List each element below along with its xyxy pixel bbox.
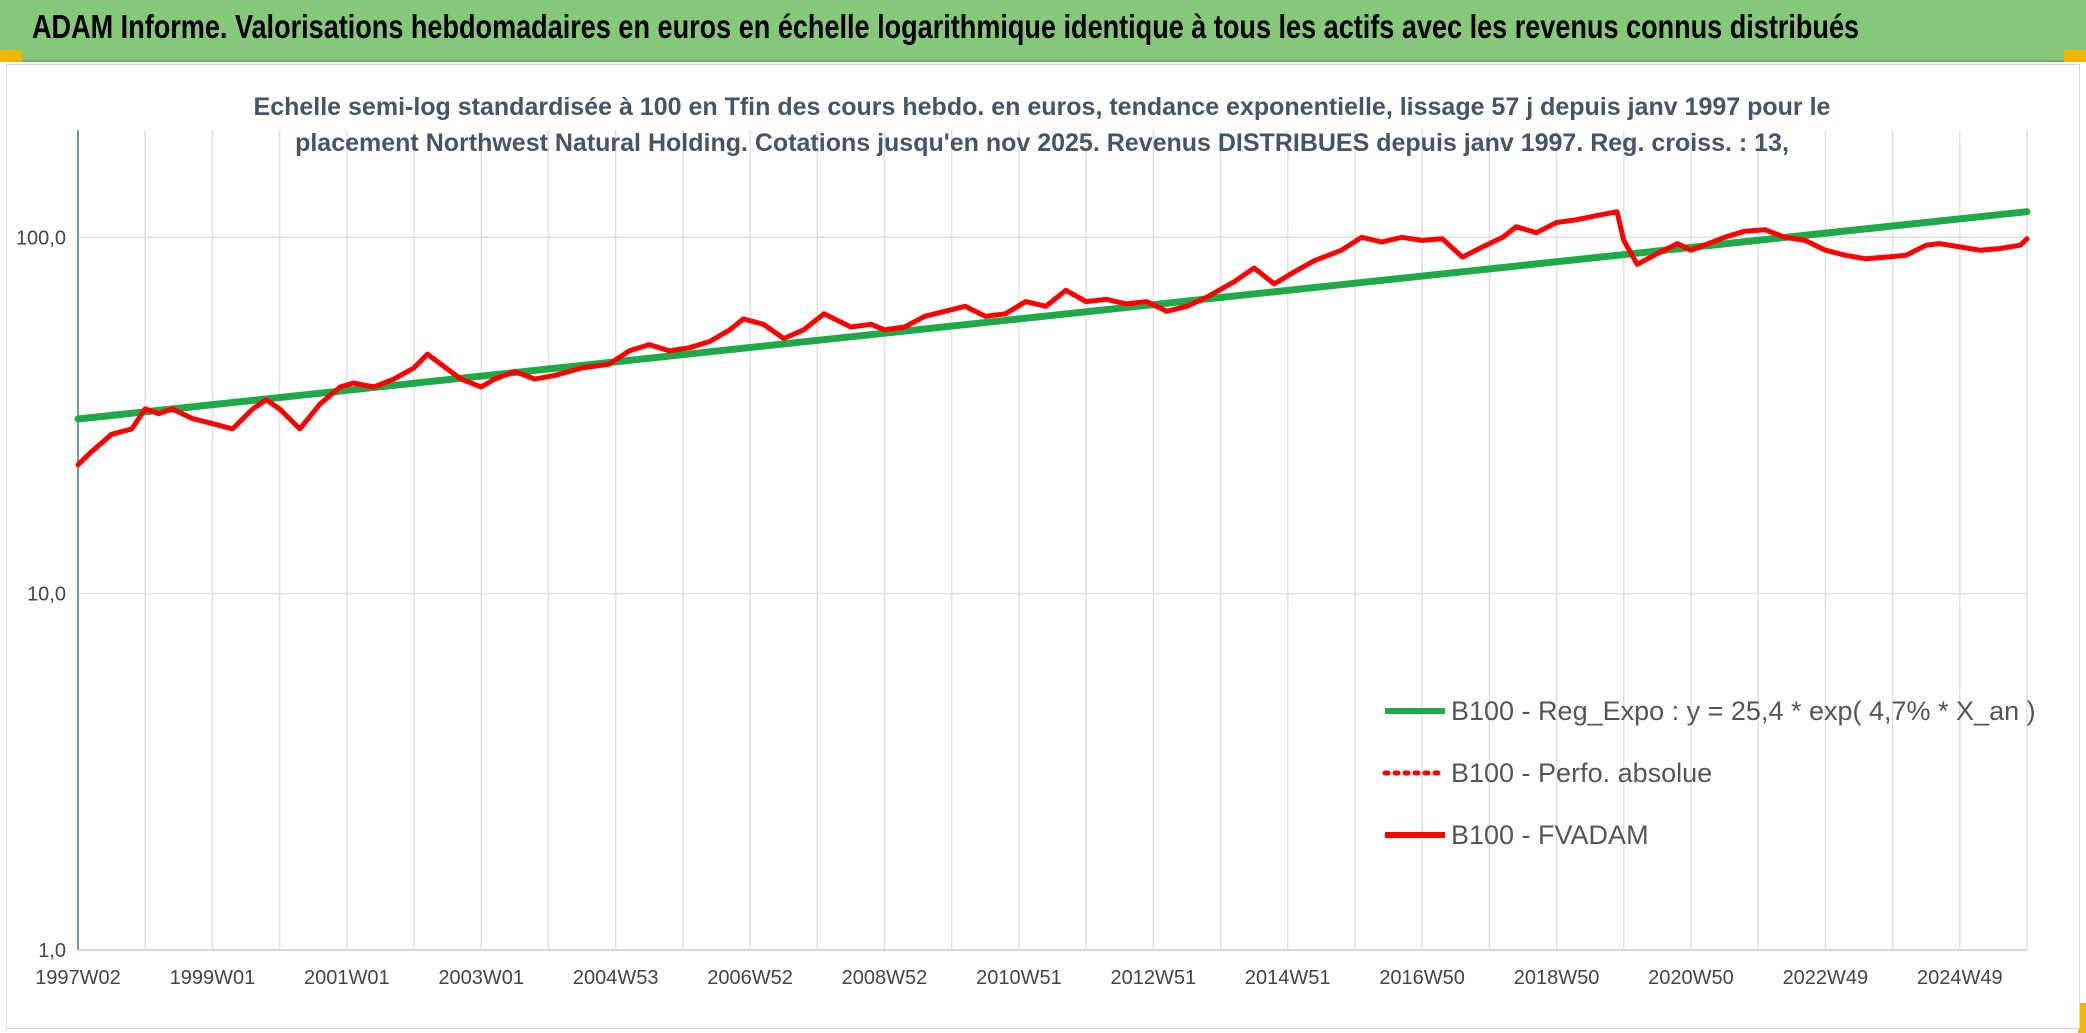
series bbox=[74, 208, 2031, 468]
legend-label-1: B100 - Perfo. absolue bbox=[1451, 758, 1712, 788]
x-tick-label: 2004W53 bbox=[573, 967, 659, 989]
y-tick-label: 10,0 bbox=[27, 584, 66, 606]
legend-label-0: B100 - Reg_Expo : y = 25,4 * exp( 4,7% *… bbox=[1451, 696, 2036, 726]
chart-frame: Echelle semi-log standardisée à 100 en T… bbox=[6, 64, 2080, 1029]
chart-subtitle-line-2: placement Northwest Natural Holding. Cot… bbox=[295, 129, 1789, 157]
x-tick-label: 2024W49 bbox=[1917, 967, 2003, 989]
x-tick-label: 2020W50 bbox=[1648, 967, 1734, 989]
chart-subtitle-line-1: Echelle semi-log standardisée à 100 en T… bbox=[254, 93, 1831, 121]
legend-label-2: B100 - FVADAM bbox=[1451, 820, 1649, 850]
x-tick-label: 2003W01 bbox=[438, 967, 524, 989]
x-tick-label: 2012W51 bbox=[1110, 967, 1196, 989]
x-tick-label: 2006W52 bbox=[707, 967, 793, 989]
x-tick-label: 2008W52 bbox=[842, 967, 928, 989]
x-tick-label: 1997W02 bbox=[35, 967, 121, 989]
chart: Echelle semi-log standardisée à 100 en T… bbox=[16, 93, 2036, 989]
grid bbox=[77, 130, 2028, 951]
series-line-2 bbox=[75, 209, 2030, 468]
corner-marker-right bbox=[2064, 50, 2086, 62]
x-tick-label: 2016W50 bbox=[1379, 967, 1465, 989]
y-tick-label: 1,0 bbox=[38, 940, 66, 962]
axes: 1,0 10,0 100,0 1997W02 1999W01 2001W01 2003W01… bbox=[16, 130, 2027, 989]
corner-marker-bottom-right bbox=[2078, 1003, 2086, 1033]
y-tick-label: 100,0 bbox=[16, 227, 66, 249]
x-tick-label: 2022W49 bbox=[1783, 967, 1869, 989]
corner-marker-left bbox=[0, 50, 22, 62]
legend: B100 - Reg_Expo : y = 25,4 * exp( 4,7% *… bbox=[1382, 696, 2036, 850]
x-tick-label: 2014W51 bbox=[1245, 967, 1331, 989]
x-tick-label: 2018W50 bbox=[1514, 967, 1600, 989]
x-tick-label: 2010W51 bbox=[976, 967, 1062, 989]
header-bar: ADAM Informe. Valorisations hebdomadaire… bbox=[0, 0, 2086, 62]
x-tick-label: 2001W01 bbox=[304, 967, 390, 989]
x-tick-label: 1999W01 bbox=[170, 967, 256, 989]
page-title: ADAM Informe. Valorisations hebdomadaire… bbox=[32, 8, 1860, 45]
